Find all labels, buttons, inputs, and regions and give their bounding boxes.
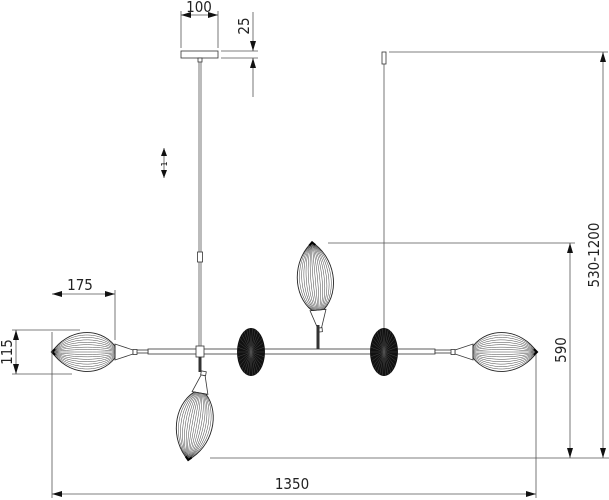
bottom-shade [175, 370, 214, 462]
body-height-dimension: 590 [210, 242, 609, 459]
canopy-width-dimension: 100 [180, 0, 219, 48]
right-black-disc [370, 328, 398, 376]
right-shade [450, 332, 539, 372]
left-shade [50, 332, 138, 372]
dim-530-1200: 530-1200 [585, 223, 603, 288]
adjustable-cord-symbol: 1 [160, 148, 169, 178]
total-height-dimension: 530-1200 [389, 51, 608, 458]
top-shade [296, 240, 334, 333]
right-cord [381, 51, 387, 340]
dim-115: 115 [0, 339, 16, 365]
dim-590: 590 [552, 337, 570, 363]
shade-height-dimension: 115 [0, 329, 80, 375]
horizontal-bar [129, 345, 456, 358]
dim-100: 100 [186, 0, 212, 16]
cord-count: 1 [160, 161, 169, 166]
total-width-dimension: 1350 [51, 332, 537, 498]
dim-25: 25 [235, 17, 253, 34]
left-canopy [180, 50, 219, 349]
dim-175: 175 [67, 276, 93, 294]
dim-1350: 1350 [275, 475, 309, 493]
left-black-disc [237, 328, 265, 376]
shade-length-dimension: 175 [52, 276, 116, 340]
canopy-height-dimension: 25 [221, 12, 258, 97]
